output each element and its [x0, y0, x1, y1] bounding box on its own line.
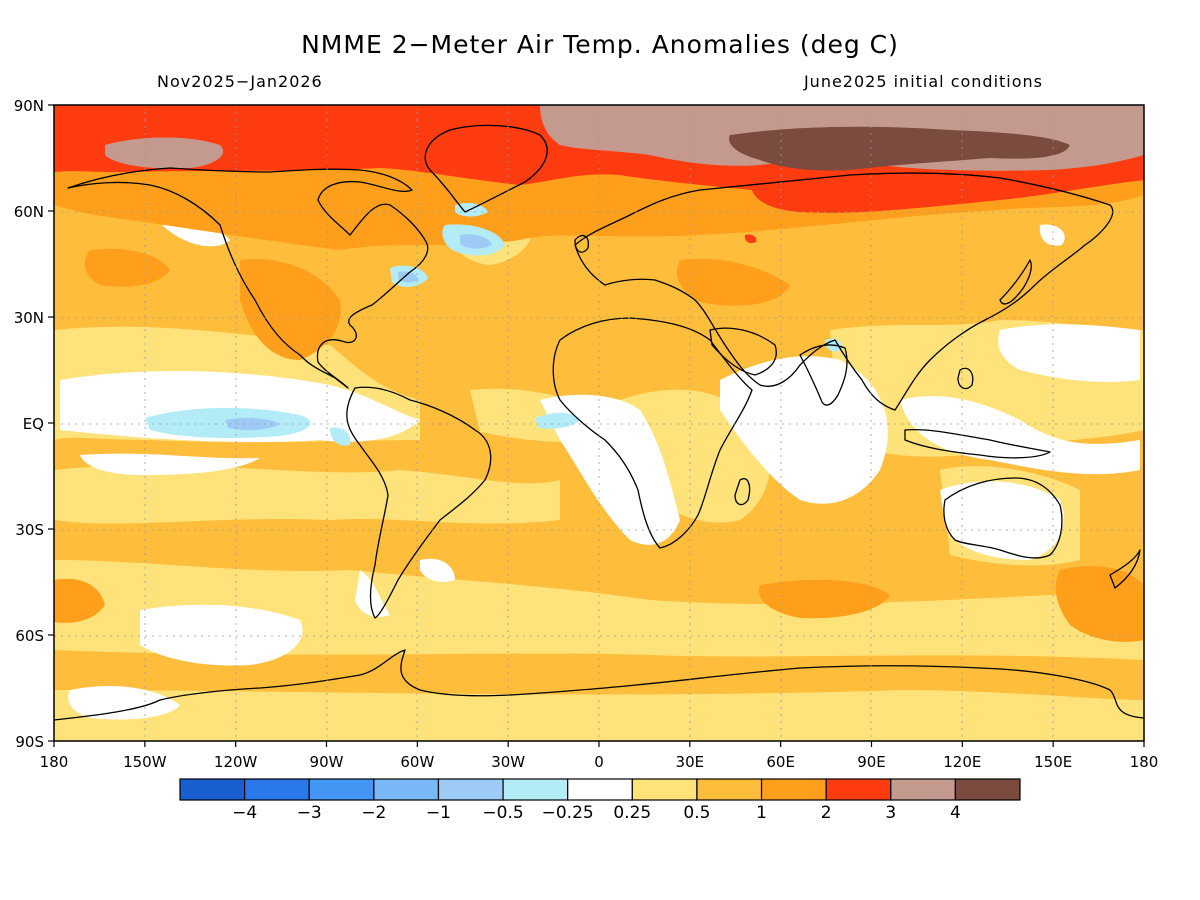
- colorbar-swatch: [890, 778, 956, 801]
- colorbar-label: −3: [297, 803, 322, 823]
- colorbar-swatch: [954, 778, 1021, 801]
- colorbar-label: 4: [950, 803, 961, 823]
- cooler-regions: [225, 234, 492, 431]
- colorbar-label: 0.25: [613, 803, 651, 823]
- cool-regions: [145, 202, 843, 446]
- colorbar-swatch: [437, 778, 504, 801]
- colorbar: −4 −3 −2 −1 −0.5 −0.25 0.25 0.5 1 2 3 4: [179, 778, 1021, 823]
- lat-tick-label: 30N: [14, 309, 44, 327]
- lat-tick-label: 90N: [14, 97, 44, 115]
- lat-tick-label: EQ: [23, 415, 44, 433]
- colorbar-label: −1: [426, 803, 451, 823]
- initial-conditions-label: June2025 initial conditions: [803, 72, 1043, 91]
- latitude-axis: 90N 60N 30N EQ 30S 60S 90S: [14, 97, 54, 751]
- colorbar-label: −2: [361, 803, 386, 823]
- colorbar-label: −0.25: [542, 803, 594, 823]
- extreme-regions: [729, 126, 1070, 171]
- colorbar-label: 2: [821, 803, 832, 823]
- lon-tick-label: 30W: [491, 753, 525, 771]
- lon-tick-label: 180: [1130, 753, 1159, 771]
- lat-tick-label: 60N: [14, 203, 44, 221]
- colorbar-swatch: [244, 778, 310, 801]
- graticule: [54, 105, 1144, 741]
- colorbar-swatch: [825, 778, 892, 801]
- colorbar-label: 1: [756, 803, 767, 823]
- lon-tick-label: 60W: [400, 753, 434, 771]
- colorbar-swatch: [760, 778, 827, 801]
- colorbar-swatch: [696, 778, 763, 801]
- longitude-axis: 180 150W 120W 90W 60W 30W 0 30E 60E 90E 120E 150E 18…: [40, 741, 1159, 771]
- neutral-regions: [60, 198, 1140, 720]
- lon-tick-label: 150E: [1034, 753, 1072, 771]
- lon-tick-label: 30E: [676, 753, 705, 771]
- colorbar-swatch: [631, 778, 698, 801]
- lon-tick-label: 0: [594, 753, 604, 771]
- colorbar-label: 3: [885, 803, 896, 823]
- colorbar-swatch: [567, 778, 633, 801]
- colorbar-label: −0.5: [482, 803, 523, 823]
- map-title: NMME 2−Meter Air Temp. Anomalies (deg C): [301, 30, 899, 59]
- lon-tick-label: 120E: [943, 753, 981, 771]
- lon-tick-label: 180: [40, 753, 69, 771]
- colorbar-label: 0.5: [683, 803, 710, 823]
- colorbar-swatch: [373, 778, 440, 801]
- colorbar-swatch: [308, 778, 375, 801]
- colorbar-swatch: [502, 778, 569, 801]
- lat-tick-label: 90S: [15, 733, 44, 751]
- lon-tick-label: 90E: [857, 753, 886, 771]
- anomaly-field: [54, 105, 1144, 741]
- colorbar-swatch: [179, 778, 246, 801]
- lon-tick-label: 60E: [766, 753, 795, 771]
- lon-tick-label: 150W: [123, 753, 167, 771]
- coastlines: [54, 124, 1144, 721]
- colorbar-label: −4: [232, 803, 257, 823]
- lon-tick-label: 90W: [310, 753, 344, 771]
- period-label: Nov2025−Jan2026: [157, 72, 323, 91]
- lat-tick-label: 60S: [15, 627, 44, 645]
- lon-tick-label: 120W: [214, 753, 258, 771]
- lat-tick-label: 30S: [15, 521, 44, 539]
